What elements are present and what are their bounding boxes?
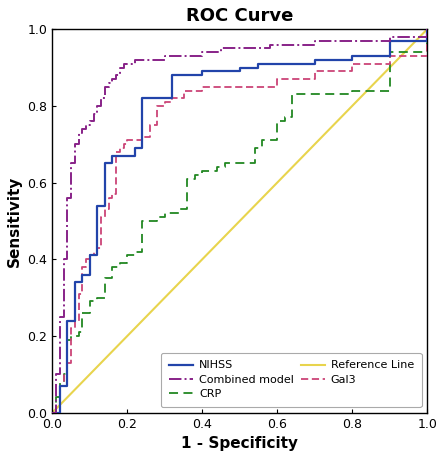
Title: ROC Curve: ROC Curve bbox=[186, 7, 293, 25]
Legend: NIHSS, Combined model, CRP, Reference Line, Gal3: NIHSS, Combined model, CRP, Reference Li… bbox=[161, 353, 421, 407]
X-axis label: 1 - Specificity: 1 - Specificity bbox=[181, 436, 298, 451]
Y-axis label: Sensitivity: Sensitivity bbox=[7, 175, 22, 267]
